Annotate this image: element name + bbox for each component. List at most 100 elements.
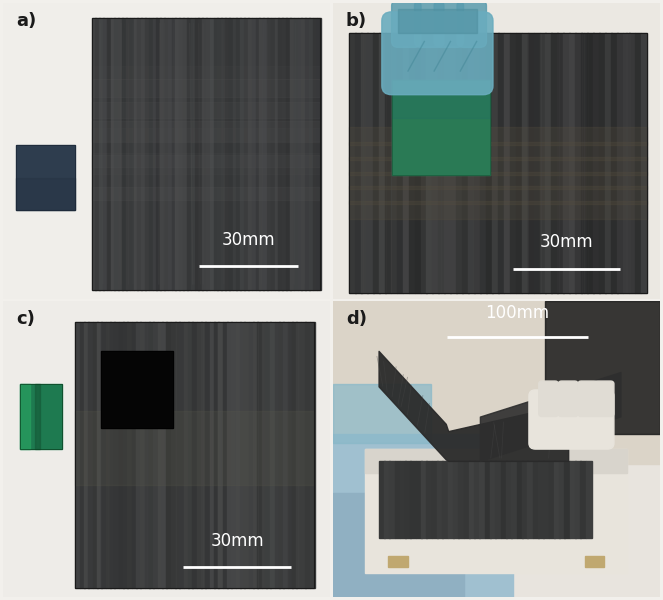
Bar bbox=[402, 32, 409, 293]
Bar bbox=[75, 410, 314, 485]
Bar bbox=[229, 18, 233, 290]
Bar bbox=[349, 127, 646, 145]
Bar bbox=[486, 32, 493, 293]
Bar bbox=[349, 157, 646, 175]
Bar bbox=[103, 18, 107, 290]
Bar bbox=[132, 322, 137, 588]
Bar bbox=[152, 18, 157, 290]
Bar bbox=[210, 322, 215, 588]
Bar bbox=[91, 102, 320, 118]
Text: a): a) bbox=[17, 12, 36, 30]
Bar bbox=[91, 18, 96, 290]
Bar bbox=[593, 32, 599, 293]
Bar bbox=[416, 461, 422, 538]
Bar bbox=[88, 322, 93, 588]
Bar bbox=[548, 461, 554, 538]
Bar bbox=[20, 384, 62, 449]
Bar bbox=[114, 322, 119, 588]
Bar bbox=[123, 322, 128, 588]
Bar bbox=[91, 66, 320, 79]
Bar bbox=[218, 322, 223, 588]
Bar bbox=[262, 322, 267, 588]
Bar bbox=[453, 461, 459, 538]
Bar bbox=[611, 32, 617, 293]
Bar bbox=[244, 18, 249, 290]
Bar bbox=[84, 322, 89, 588]
Bar bbox=[474, 461, 480, 538]
Bar bbox=[233, 18, 237, 290]
Text: 30mm: 30mm bbox=[210, 532, 264, 550]
Bar bbox=[389, 556, 408, 568]
Bar bbox=[111, 18, 115, 290]
Bar bbox=[91, 121, 320, 142]
Bar bbox=[118, 18, 123, 290]
Bar bbox=[432, 32, 439, 293]
Bar bbox=[605, 32, 611, 293]
Bar bbox=[558, 32, 564, 293]
Bar bbox=[271, 18, 275, 290]
Bar bbox=[599, 32, 605, 293]
Bar bbox=[570, 32, 576, 293]
FancyBboxPatch shape bbox=[594, 381, 614, 416]
Bar bbox=[282, 18, 286, 290]
Bar bbox=[495, 461, 501, 538]
Bar bbox=[485, 461, 491, 538]
Bar bbox=[570, 461, 575, 538]
Bar bbox=[184, 322, 189, 588]
Bar bbox=[442, 461, 448, 538]
Bar bbox=[510, 32, 516, 293]
Bar bbox=[462, 32, 469, 293]
FancyBboxPatch shape bbox=[382, 12, 493, 95]
Bar bbox=[349, 201, 646, 219]
Bar bbox=[166, 322, 171, 588]
Bar bbox=[91, 155, 320, 167]
Bar bbox=[532, 461, 538, 538]
Bar bbox=[290, 18, 294, 290]
Bar bbox=[373, 32, 379, 293]
Bar bbox=[384, 461, 390, 538]
Bar bbox=[231, 322, 237, 588]
Bar bbox=[284, 322, 288, 588]
Bar bbox=[309, 18, 314, 290]
Bar bbox=[396, 32, 403, 293]
Bar bbox=[355, 32, 362, 293]
Bar bbox=[141, 322, 145, 588]
Bar bbox=[236, 322, 241, 588]
Bar bbox=[141, 18, 146, 290]
Text: 100mm: 100mm bbox=[485, 304, 550, 322]
Bar bbox=[534, 32, 540, 293]
Bar bbox=[255, 18, 260, 290]
Bar bbox=[202, 18, 207, 290]
Bar bbox=[458, 461, 464, 538]
Bar bbox=[274, 322, 280, 588]
Bar bbox=[394, 461, 400, 538]
Bar bbox=[617, 32, 623, 293]
Bar bbox=[554, 461, 560, 538]
Bar bbox=[172, 18, 176, 290]
Bar bbox=[438, 32, 445, 293]
Bar bbox=[432, 461, 438, 538]
Bar bbox=[305, 18, 310, 290]
FancyBboxPatch shape bbox=[414, 0, 444, 47]
Bar bbox=[463, 461, 469, 538]
Bar bbox=[349, 142, 646, 160]
Bar bbox=[410, 461, 416, 538]
Bar bbox=[99, 18, 103, 290]
Bar bbox=[545, 301, 660, 434]
Bar bbox=[444, 32, 451, 293]
Bar bbox=[538, 461, 544, 538]
Bar bbox=[245, 322, 249, 588]
Bar bbox=[640, 32, 647, 293]
Bar bbox=[127, 322, 133, 588]
Bar bbox=[575, 461, 581, 538]
FancyBboxPatch shape bbox=[333, 384, 431, 443]
Bar bbox=[145, 322, 150, 588]
Bar bbox=[426, 461, 432, 538]
Bar bbox=[91, 153, 320, 174]
Bar bbox=[221, 18, 225, 290]
Bar bbox=[217, 18, 222, 290]
Bar bbox=[426, 32, 433, 293]
Bar bbox=[149, 322, 154, 588]
Bar bbox=[480, 32, 487, 293]
Bar bbox=[126, 18, 131, 290]
